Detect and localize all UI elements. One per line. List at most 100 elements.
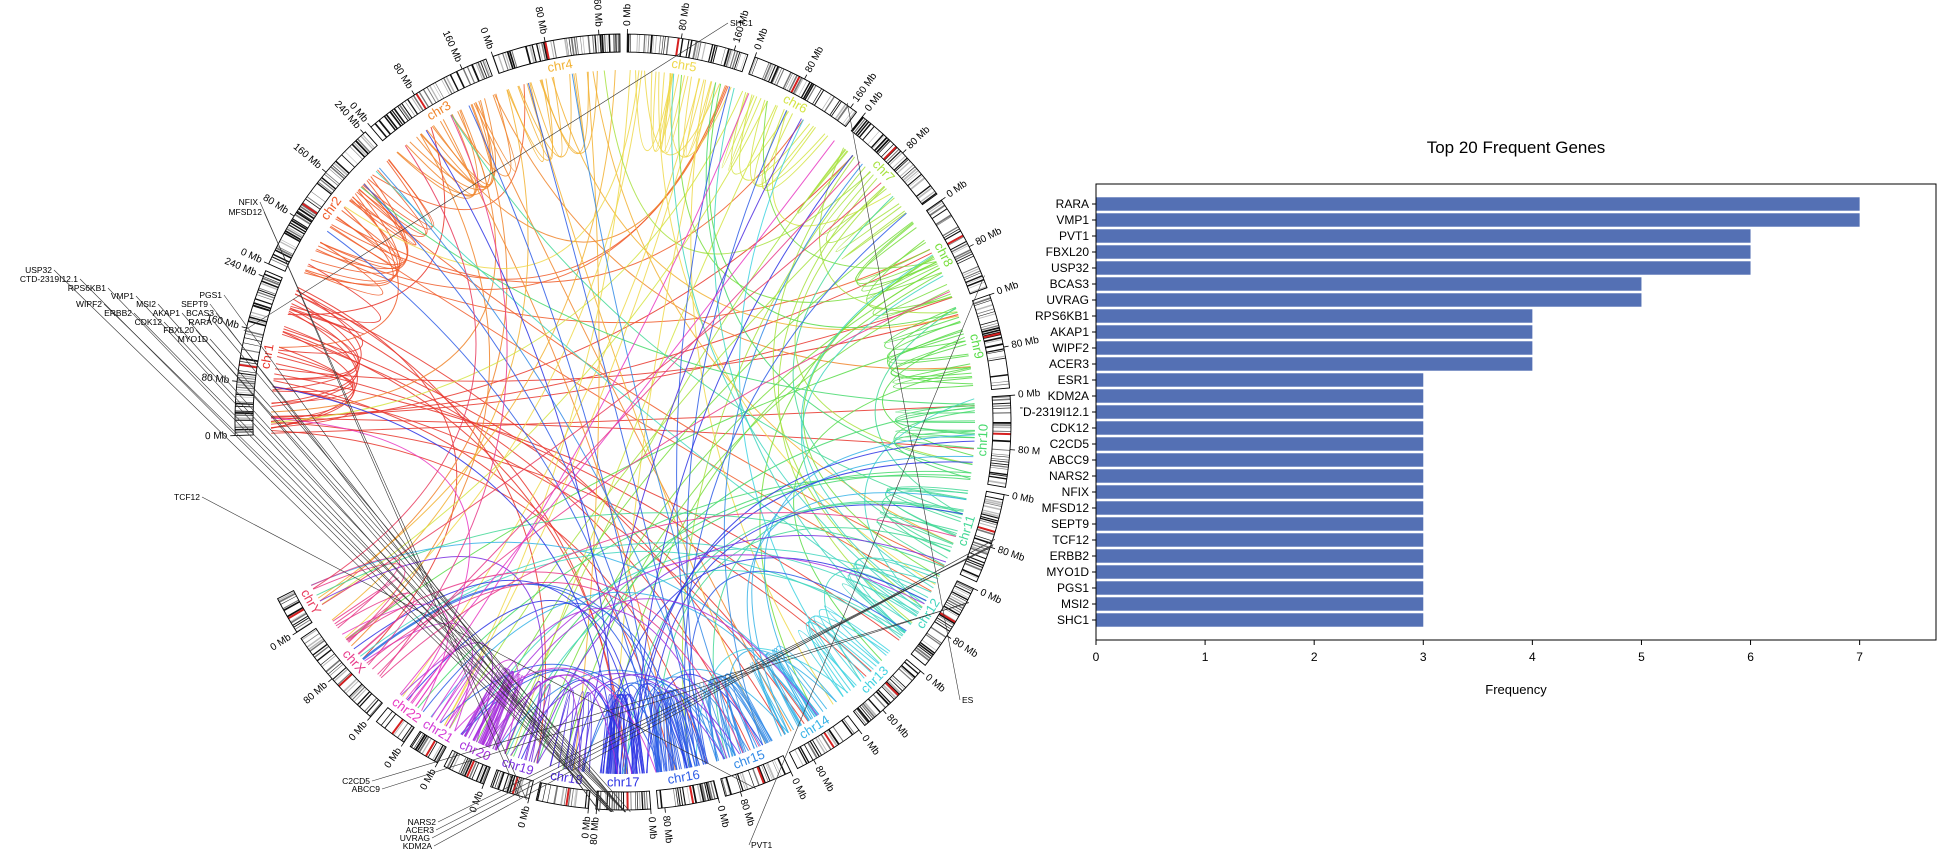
bar-wipf2 xyxy=(1096,341,1533,355)
y-tick-label: NARS2 xyxy=(1049,469,1089,483)
y-tick-label: KDM2A xyxy=(1048,389,1089,403)
y-tick-label: ESR1 xyxy=(1058,373,1090,387)
ideogram-tick-label: 0 Mb xyxy=(383,746,405,771)
x-tick-label: 1 xyxy=(1202,650,1209,664)
ideogram-tick-label: 0 Mb xyxy=(1018,388,1040,401)
bar-erbb2 xyxy=(1096,549,1424,563)
bar-bcas3 xyxy=(1096,277,1642,291)
y-tick-label: MFSD12 xyxy=(1042,501,1090,515)
bar-pgs1 xyxy=(1096,581,1424,595)
ideogram-tick-label: 80 Mb xyxy=(261,193,291,217)
callout-line xyxy=(259,201,521,799)
ideogram-tick xyxy=(400,742,405,747)
ideogram-tick xyxy=(813,759,817,765)
bar-usp32 xyxy=(1096,261,1751,275)
gene-label: AKAP1 xyxy=(153,308,181,318)
y-axis-ticks: RARA VMP1 PVT1 FBXL20 USP32 BCAS3 UVRAG RPS6KB1… xyxy=(1020,197,1096,627)
gene-label: BCAS3 xyxy=(186,308,214,318)
chart-title: Top 20 Frequent Genes xyxy=(1427,138,1606,157)
gene-label: USP32 xyxy=(25,265,52,275)
bar-nars2 xyxy=(1096,469,1424,483)
callout-line xyxy=(133,312,626,813)
ideogram-tick-label: 80 Mb xyxy=(813,764,836,794)
y-tick-label: PVT1 xyxy=(1059,229,1089,243)
callout-line xyxy=(435,544,994,831)
ideogram-tick xyxy=(804,74,808,80)
ideogram-tick-label: 0 Mb xyxy=(859,733,882,758)
bar-esr1 xyxy=(1096,373,1424,387)
callout-line xyxy=(223,294,600,812)
ideogram-tick-label: 0 Mb xyxy=(622,3,633,26)
chromosome-chr9: chr9 0 Mb 80 Mb xyxy=(967,280,1040,391)
ideogram-tick-label: 80 Mb xyxy=(677,2,692,32)
callout-line xyxy=(846,102,961,701)
bar-mfsd12 xyxy=(1096,501,1424,515)
ideogram-tick xyxy=(733,45,737,51)
ideogram-tick xyxy=(790,771,794,777)
ideogram-tick xyxy=(680,33,683,39)
bar-shc1 xyxy=(1096,613,1424,627)
ideogram-tick-label: 160 Mb xyxy=(591,0,604,28)
ideogram-tick-label: 80 Mb xyxy=(905,124,933,151)
ideogram-tick-label: 80 Mb xyxy=(532,6,548,36)
ideogram-tick-label: 0 Mb xyxy=(347,719,370,743)
ideogram-tick-label: 0 Mb xyxy=(580,816,593,840)
ideogram-tick-label: 80 Mb xyxy=(803,45,826,75)
bars-group xyxy=(1096,197,1860,627)
bar-c2cd5 xyxy=(1096,437,1424,451)
y-tick-label: NFIX xyxy=(1062,485,1089,499)
y-tick-label: RPS6KB1 xyxy=(1035,309,1089,323)
ideogram-tick xyxy=(754,52,757,58)
callout-line xyxy=(215,312,612,813)
callout-line xyxy=(213,321,626,813)
y-tick-label: PGS1 xyxy=(1057,581,1089,595)
ideogram-tick xyxy=(367,716,371,721)
gene-label: VMP1 xyxy=(111,291,134,301)
ideogram-tick-label: 0 Mb xyxy=(995,280,1020,298)
y-tick-label: BCAS3 xyxy=(1050,277,1090,291)
x-axis-ticks: 0 1 2 3 4 5 6 7 xyxy=(1093,640,1863,664)
ideogram-tick-label: 0 Mb xyxy=(753,26,771,51)
gene-label: ABCC9 xyxy=(352,784,381,794)
callout-line xyxy=(748,275,985,846)
ideogram-tick xyxy=(543,36,546,42)
y-tick-label: C2CD5 xyxy=(1050,437,1090,451)
gene-label: SHC1 xyxy=(730,18,753,28)
chromosome-chr18: chr18 0 Mb xyxy=(535,768,593,840)
chromosome-label: chr4 xyxy=(546,56,574,75)
ideogram-tick-label: 80 Mb xyxy=(589,816,602,845)
ideogram-tick-label: 160 Mb xyxy=(440,29,464,64)
ideogram-tick-label: 80 Mb xyxy=(950,636,980,661)
ideogram-tick-label: 0 Mb xyxy=(477,26,495,51)
gene-label: WIPF2 xyxy=(76,299,102,309)
ideogram-tick xyxy=(717,798,720,804)
ideogram-tick xyxy=(367,122,372,128)
callout-line xyxy=(107,287,613,813)
gene-label: FBXL20 xyxy=(163,325,194,335)
ideogram-tick-label: 80 Mb xyxy=(302,680,330,707)
ideogram-tick-label: 0 Mb xyxy=(205,430,228,442)
ideogram-tick xyxy=(1003,345,1009,348)
y-tick-label: ACER3 xyxy=(1049,357,1089,371)
ideogram-tick xyxy=(941,196,946,201)
bar-akap1 xyxy=(1096,325,1533,339)
ideogram-tick xyxy=(973,588,979,592)
bar-acer3 xyxy=(1096,357,1533,371)
callout-line xyxy=(209,303,600,812)
ideogram-tick xyxy=(241,326,247,329)
ideogram-tick-label: 0 Mb xyxy=(923,672,947,695)
ideogram-tick-label: 0 Mb xyxy=(789,777,809,802)
y-tick-label: WIPF2 xyxy=(1052,341,1089,355)
ideogram-tick xyxy=(360,129,365,134)
ideogram-tick xyxy=(481,783,485,789)
gene-label: PVT1 xyxy=(751,840,773,850)
y-tick-label: ABCC9 xyxy=(1049,453,1089,467)
bar-rps6kb1 xyxy=(1096,309,1533,323)
y-tick-label: SEPT9 xyxy=(1051,517,1089,531)
bar-msi2 xyxy=(1096,597,1424,611)
bar-chart: Top 20 Frequent Genes RARA VMP1 PVT1 FBXL20… xyxy=(1020,138,1937,697)
